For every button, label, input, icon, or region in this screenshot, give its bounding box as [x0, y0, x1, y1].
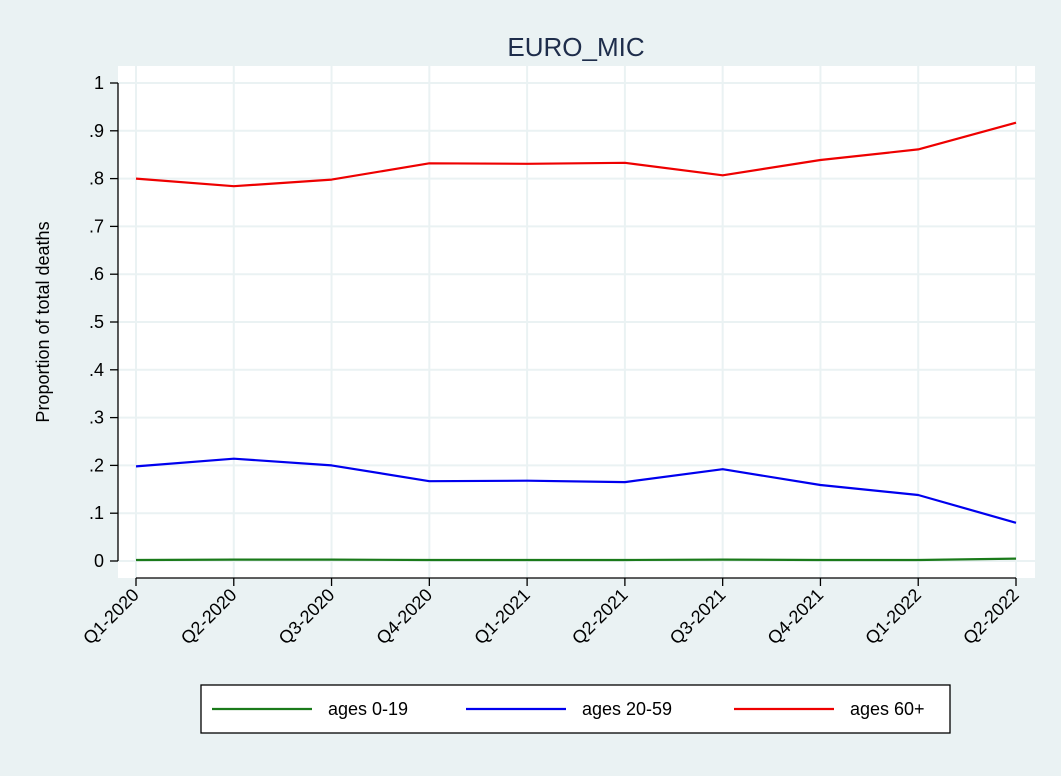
y-tick-label: .8 [89, 169, 104, 189]
y-tick-label: 0 [94, 551, 104, 571]
y-tick-label: .5 [89, 312, 104, 332]
y-tick-label: .6 [89, 264, 104, 284]
legend-label: ages 60+ [850, 699, 925, 719]
y-axis-label: Proportion of total deaths [33, 221, 53, 422]
legend: ages 0-19 ages 20-59 ages 60+ [200, 684, 951, 734]
series-lines [135, 121, 1017, 562]
y-tick-label: .1 [89, 503, 104, 523]
y-tick-label: .7 [89, 216, 104, 236]
y-tick-label: .2 [89, 455, 104, 475]
series-line-ages-20-59 [135, 457, 1017, 524]
y-tick-label: 1 [94, 73, 104, 93]
y-tick-label: .4 [89, 360, 104, 380]
grid-lines [118, 66, 1035, 578]
legend-box [200, 684, 951, 734]
y-tick-label: .3 [89, 408, 104, 428]
legend-label: ages 20-59 [582, 699, 672, 719]
series-line-ages-0-19 [135, 557, 1017, 562]
legend-label: ages 0-19 [328, 699, 408, 719]
series-line-ages-60- [135, 121, 1017, 188]
y-tick-label: .9 [89, 121, 104, 141]
chart-title: EURO_MIC [507, 32, 644, 62]
